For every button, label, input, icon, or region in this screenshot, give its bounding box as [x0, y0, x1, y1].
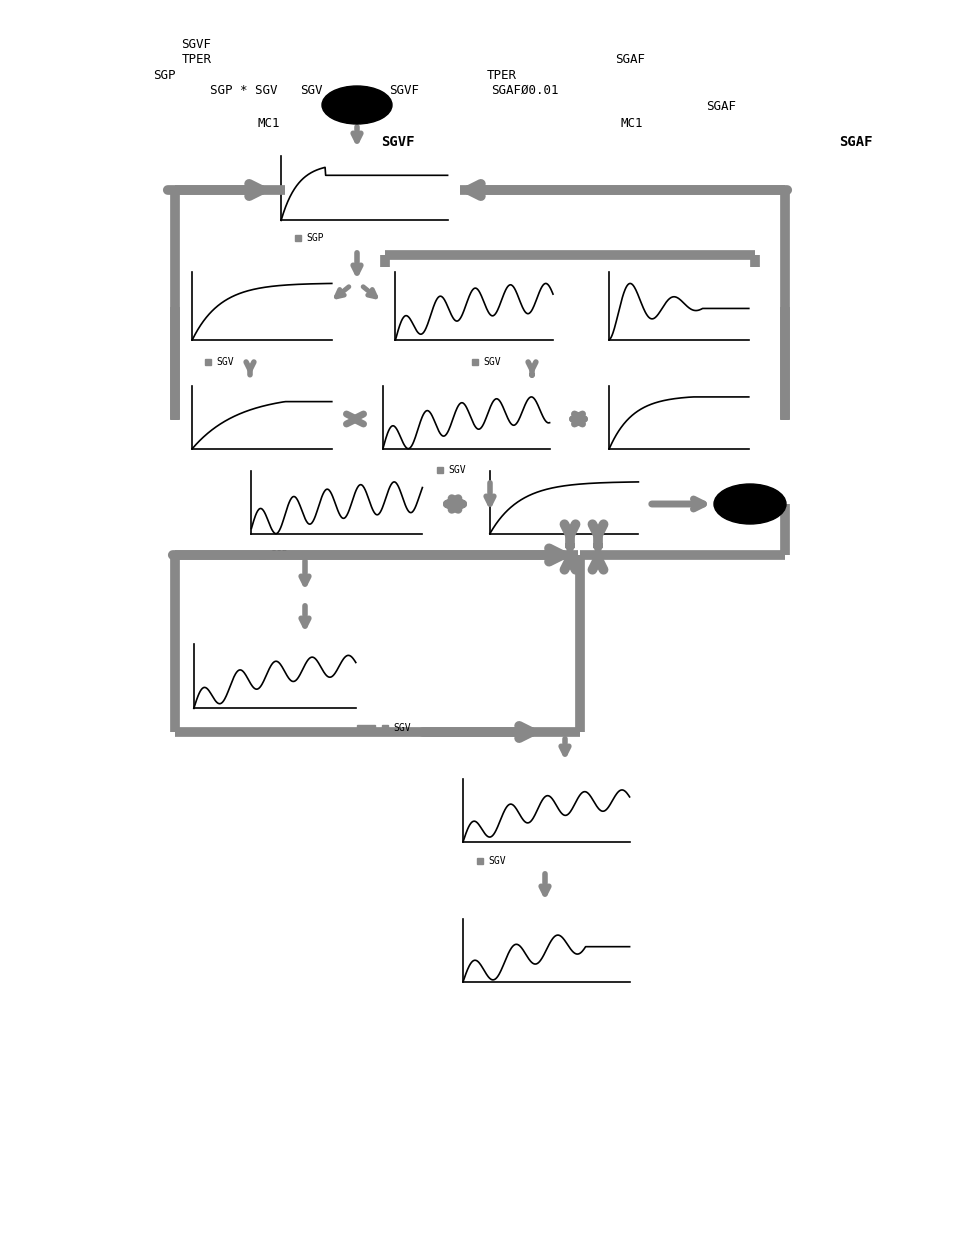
Text: MC1: MC1: [257, 117, 280, 130]
Text: SGV: SGV: [482, 357, 500, 367]
Text: TPER: TPER: [486, 69, 516, 82]
Text: SGP: SGP: [306, 233, 323, 243]
Bar: [258, 552, 265, 558]
Text: SGP * SGV: SGP * SGV: [210, 84, 277, 96]
Text: SGV: SGV: [300, 84, 323, 96]
Text: SGVF: SGVF: [181, 38, 211, 51]
Text: SGAF: SGAF: [839, 135, 872, 149]
Text: SGAF: SGAF: [705, 100, 735, 112]
Text: SGV: SGV: [448, 466, 465, 475]
Text: TPER: TPER: [181, 53, 211, 65]
Bar: [436, 467, 442, 473]
Text: SGV: SGV: [488, 856, 505, 866]
Text: MC1: MC1: [619, 117, 642, 130]
Text: SGV: SGV: [215, 357, 233, 367]
Ellipse shape: [322, 86, 392, 124]
Bar: [294, 235, 301, 241]
Text: SGVF: SGVF: [389, 84, 418, 96]
Text: SGP: SGP: [270, 550, 287, 559]
Text: SGP: SGP: [152, 69, 175, 82]
Bar: [381, 725, 388, 731]
Bar: [356, 725, 375, 734]
Bar: [472, 359, 477, 366]
Text: SGAF: SGAF: [615, 53, 644, 65]
Text: SGV: SGV: [393, 722, 410, 734]
Text: SGVF: SGVF: [381, 135, 415, 149]
Bar: [205, 359, 211, 366]
Text: SGAFØ0.01: SGAFØ0.01: [491, 84, 558, 96]
Bar: [476, 858, 482, 864]
Text: SGVF: SGVF: [343, 100, 373, 112]
Ellipse shape: [713, 484, 785, 524]
